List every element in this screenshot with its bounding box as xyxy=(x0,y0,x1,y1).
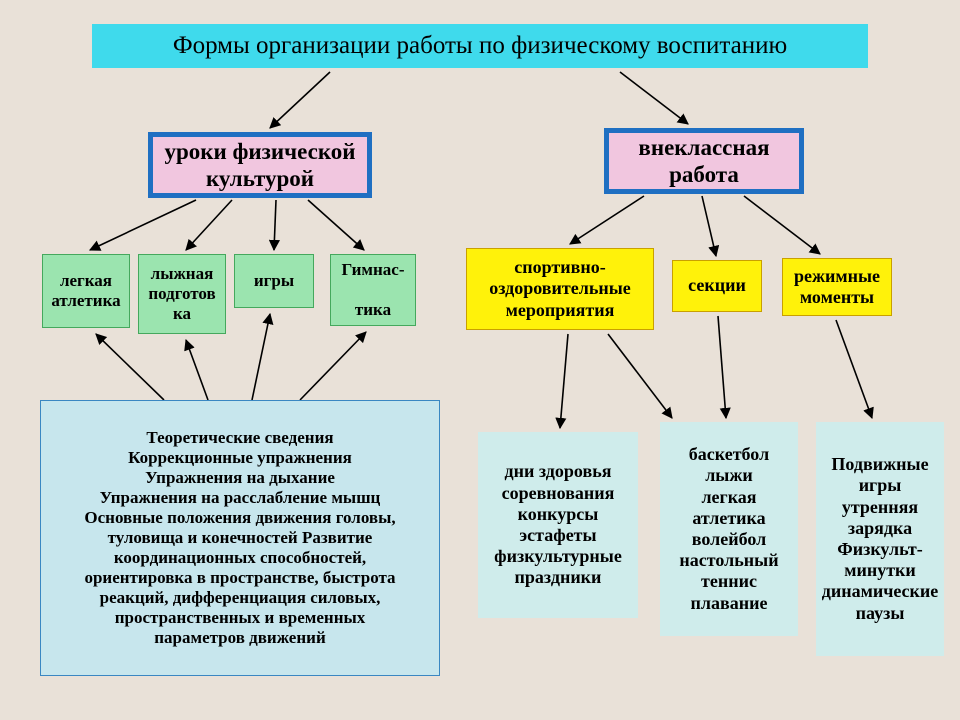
leaf-sections: секции xyxy=(672,260,762,312)
diagram-stage: Формы организации работы по физическому … xyxy=(0,0,960,720)
leaf-sport-events: спортивно- оздоровительные мероприятия xyxy=(466,248,654,330)
detail-regime-list: Подвижные игры утренняя зарядка Физкульт… xyxy=(816,422,944,656)
detail-sections-list: баскетбол лыжи легкая атлетика волейбол … xyxy=(660,422,798,636)
detail-theory: Теоретические сведения Коррекционные упр… xyxy=(40,400,440,676)
title-box: Формы организации работы по физическому … xyxy=(92,24,868,68)
leaf-games: игры xyxy=(234,254,314,308)
leaf-athletics: легкая атлетика xyxy=(42,254,130,328)
leaf-gymnastics: Гимнас- тика xyxy=(330,254,416,326)
detail-health-days: дни здоровья соревнования конкурсы эстаф… xyxy=(478,432,638,618)
leaf-ski-training: лыжная подготов ка xyxy=(138,254,226,334)
leaf-regime-moments: режимные моменты xyxy=(782,258,892,316)
branch-lessons: уроки физической культурой xyxy=(148,132,372,198)
branch-extracurricular: внеклассная работа xyxy=(604,128,804,194)
